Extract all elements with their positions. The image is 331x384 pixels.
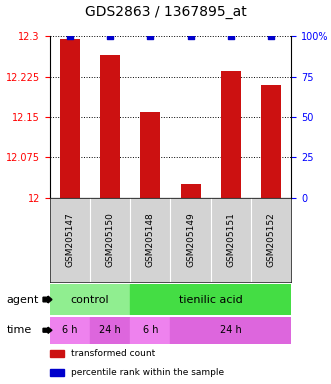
- Bar: [130, 284, 291, 315]
- Text: GSM205151: GSM205151: [226, 213, 235, 267]
- Text: GSM205150: GSM205150: [106, 213, 115, 267]
- Point: [67, 33, 72, 40]
- Text: GDS2863 / 1367895_at: GDS2863 / 1367895_at: [85, 5, 246, 18]
- Point: [148, 33, 153, 40]
- Text: GSM205152: GSM205152: [267, 213, 276, 267]
- Bar: [170, 317, 291, 344]
- Text: GSM205149: GSM205149: [186, 213, 195, 267]
- Bar: [180, 184, 201, 198]
- Text: control: control: [71, 295, 109, 305]
- Text: 24 h: 24 h: [99, 325, 121, 335]
- Point: [188, 33, 193, 40]
- Text: percentile rank within the sample: percentile rank within the sample: [71, 368, 224, 377]
- Text: 6 h: 6 h: [62, 325, 77, 335]
- Bar: [261, 85, 281, 198]
- Bar: [50, 284, 130, 315]
- Bar: [221, 71, 241, 198]
- Text: agent: agent: [7, 295, 39, 305]
- Point: [228, 33, 234, 40]
- Bar: [100, 55, 120, 198]
- Point: [107, 33, 113, 40]
- Bar: [50, 350, 64, 357]
- Bar: [90, 317, 130, 344]
- Text: 24 h: 24 h: [220, 325, 242, 335]
- Text: GSM205148: GSM205148: [146, 213, 155, 267]
- Bar: [50, 317, 90, 344]
- Bar: [130, 317, 170, 344]
- Point: [268, 33, 274, 40]
- Bar: [50, 369, 64, 376]
- Bar: [60, 39, 80, 198]
- Text: transformed count: transformed count: [71, 349, 156, 358]
- Text: time: time: [7, 325, 32, 335]
- Bar: [140, 112, 161, 198]
- Text: GSM205147: GSM205147: [65, 213, 74, 267]
- Text: 6 h: 6 h: [143, 325, 158, 335]
- Text: tienilic acid: tienilic acid: [179, 295, 243, 305]
